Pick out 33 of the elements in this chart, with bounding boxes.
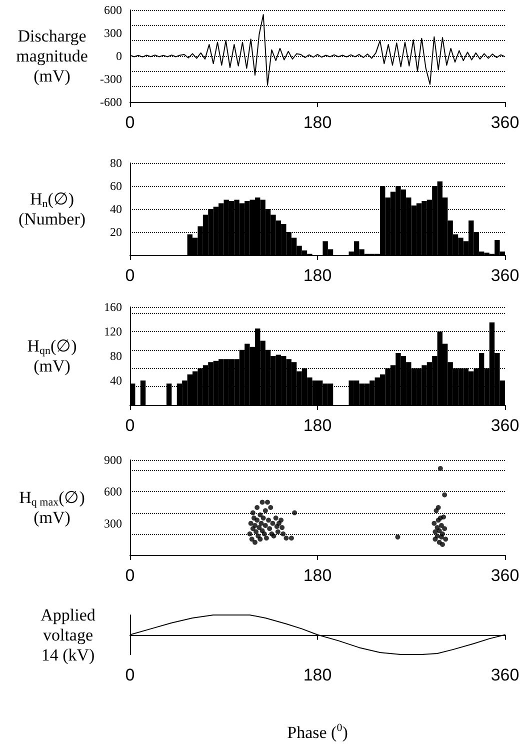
- x-tick-label: 0: [125, 666, 135, 684]
- y-tick-label: 600: [104, 3, 122, 17]
- y-tick-label: 80: [110, 156, 122, 170]
- x-tick-label: 0: [125, 113, 135, 132]
- x-tick-label: 360: [490, 666, 520, 684]
- y-tick-label: 160: [104, 300, 122, 314]
- y-tick-label: -300: [100, 72, 122, 86]
- x-tick-label: 0: [125, 266, 135, 285]
- x-tick-label: 180: [303, 266, 332, 285]
- x-tick-label: 0: [125, 416, 135, 435]
- x-tick-label: 360: [490, 113, 520, 132]
- x-tick-label: 180: [303, 416, 332, 435]
- y-tick-label: 20: [110, 225, 122, 239]
- x-tick-label: 360: [490, 416, 520, 435]
- x-tick-label: 0: [125, 566, 135, 585]
- x-tick-label: 360: [490, 566, 520, 585]
- y-tick-label: 60: [110, 179, 122, 193]
- y-tick-label: 0: [116, 49, 122, 63]
- y-tick-label: 600: [104, 484, 122, 499]
- x-tick-label: 180: [303, 113, 332, 132]
- y-tick-label: 120: [104, 324, 122, 338]
- y-tick-label: 300: [104, 26, 122, 40]
- y-axis-title: Applied voltage 14 (kV): [40, 605, 96, 664]
- y-tick-label: -600: [100, 95, 122, 109]
- y-tick-label: 40: [110, 202, 122, 216]
- y-tick-label: 40: [110, 374, 122, 388]
- y-tick-label: 900: [104, 453, 122, 467]
- x-tick-label: 180: [303, 666, 332, 684]
- y-tick-label: 300: [104, 516, 122, 530]
- y-tick-label: 80: [110, 349, 122, 363]
- x-tick-label: 180: [303, 566, 332, 585]
- x-tick-label: 360: [490, 266, 520, 285]
- y-axis-title: Discharge magnitude (mV): [16, 26, 88, 86]
